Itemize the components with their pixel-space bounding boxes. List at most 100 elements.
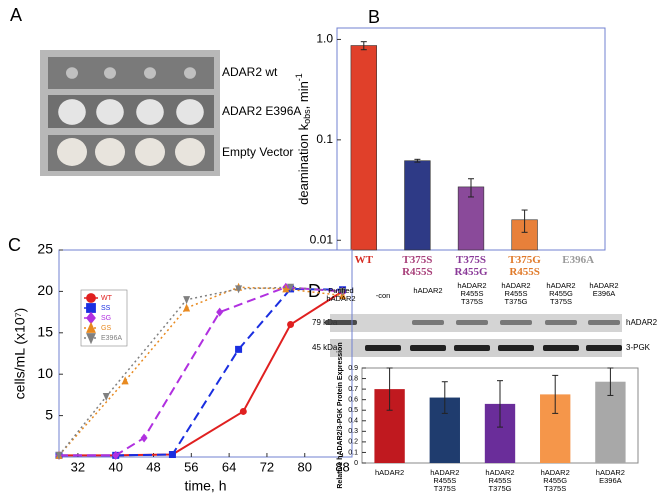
x-tick-label: 40	[108, 459, 122, 474]
marker	[235, 285, 243, 294]
blot-band	[586, 345, 622, 351]
colony-spot	[96, 99, 124, 125]
lane-label: hADAR2 R455G T375S	[546, 281, 576, 306]
y-tick-label: 0.6	[348, 397, 358, 404]
y-tick-label: 0.9	[348, 365, 358, 372]
error-bar	[441, 381, 448, 414]
panel-label: A	[10, 5, 22, 25]
y-tick-label: 0.1	[348, 449, 358, 456]
lane-label: hADAR2 R455S T375S	[457, 281, 487, 306]
x-tick-label: 32	[71, 459, 85, 474]
colony-spot	[175, 138, 205, 166]
error-bar	[497, 380, 503, 428]
marker-label: 45 kDa	[312, 343, 338, 352]
bar	[350, 45, 377, 251]
x-tick-label: 72	[260, 459, 274, 474]
blot-band	[498, 345, 534, 351]
y-axis-label-part: obs	[302, 109, 312, 124]
y-tick-label: 0.1	[316, 132, 333, 146]
marker	[55, 451, 63, 460]
error-bar	[607, 367, 614, 396]
bar	[404, 160, 431, 251]
legend-marker	[86, 293, 96, 303]
series-line	[58, 286, 343, 456]
y-tick-label: 0	[354, 460, 358, 467]
marker	[287, 321, 295, 329]
blot-band	[543, 345, 579, 351]
lane-label: hADAR2 E396A	[589, 281, 619, 298]
error-bar	[414, 158, 421, 163]
marker	[183, 303, 191, 312]
x-tick-label: hADAR2 R455S T375S	[430, 468, 460, 493]
y-tick-label: 0.8	[348, 375, 358, 382]
blot-band	[365, 345, 401, 351]
marker	[112, 450, 120, 460]
blot-band	[456, 320, 488, 325]
y-tick-label: 10	[37, 365, 53, 381]
y-tick-label: 0.7	[348, 386, 358, 393]
protein-label: hADAR2	[626, 318, 658, 327]
y-tick-label: 1.0	[316, 32, 333, 46]
blot-band	[325, 320, 357, 325]
colony-spot	[135, 138, 165, 166]
y-tick-label: 0.5	[348, 407, 358, 414]
colony-spot	[66, 67, 78, 79]
x-tick-label: T375S R455S	[402, 254, 433, 278]
x-tick-label: WT	[354, 254, 373, 266]
blot-band	[500, 320, 532, 325]
panel-label: C	[8, 235, 21, 255]
x-axis-label: time, h	[184, 478, 226, 494]
marker	[282, 284, 290, 293]
x-tick-label: 56	[184, 459, 198, 474]
y-axis-label: Relative hADAR2/3-PGK Protein Expression	[337, 342, 344, 488]
y-axis-label-part: deamination k	[296, 123, 311, 204]
colony-spot	[184, 67, 196, 79]
marker	[102, 393, 110, 402]
marker	[216, 307, 224, 317]
legend-marker	[86, 333, 96, 345]
legend-label: E396A	[101, 335, 122, 342]
marker	[287, 283, 295, 292]
x-tick-label: 88	[335, 459, 349, 474]
row-label: ADAR2 wt	[222, 65, 278, 79]
y-axis-label-part: -1	[294, 73, 304, 81]
y-axis-label: deamination kobs, min-1	[294, 73, 312, 205]
blot-band	[588, 320, 620, 325]
colony-spot	[57, 138, 87, 166]
error-bar	[521, 209, 528, 233]
marker	[183, 296, 191, 305]
legend: WT SS SG GS E396A	[80, 289, 128, 347]
legend-marker	[86, 311, 96, 325]
blot-band	[410, 345, 446, 351]
y-tick-label: 25	[37, 241, 53, 257]
protein-label: 3-PGK	[626, 343, 651, 352]
colony-spot	[176, 99, 204, 125]
y-axis-label: cells/mL (x10⁷)	[12, 308, 28, 400]
y-tick-label: 0.01	[310, 232, 334, 246]
x-tick-label: 80	[298, 459, 312, 474]
x-tick-label: E396A	[562, 254, 595, 266]
marker	[339, 287, 347, 296]
blot-band	[454, 345, 490, 351]
colony-spot	[104, 67, 116, 79]
panel-label: D	[308, 281, 321, 301]
x-tick-label: 64	[222, 459, 236, 474]
colony-spot	[58, 99, 86, 125]
marker	[140, 433, 148, 443]
y-tick-label: 0.2	[348, 439, 358, 446]
y-tick-label: 15	[37, 324, 53, 340]
legend-label: GS	[101, 325, 111, 332]
x-tick-label: hADAR2 E396A	[595, 468, 625, 485]
row-label: ADAR2 E396A	[222, 104, 301, 118]
error-bar	[468, 178, 474, 198]
lane-label: Purified hADAR2	[326, 286, 356, 303]
x-tick-label: hADAR2 R455G T375S	[540, 468, 570, 493]
colony-spot	[95, 138, 125, 166]
lane-label: hADAR2 R455S T375G	[501, 281, 531, 306]
blot-band	[412, 320, 444, 325]
y-tick-label: 5	[45, 406, 53, 422]
colony-spot	[136, 99, 164, 125]
blot-band	[545, 320, 577, 325]
